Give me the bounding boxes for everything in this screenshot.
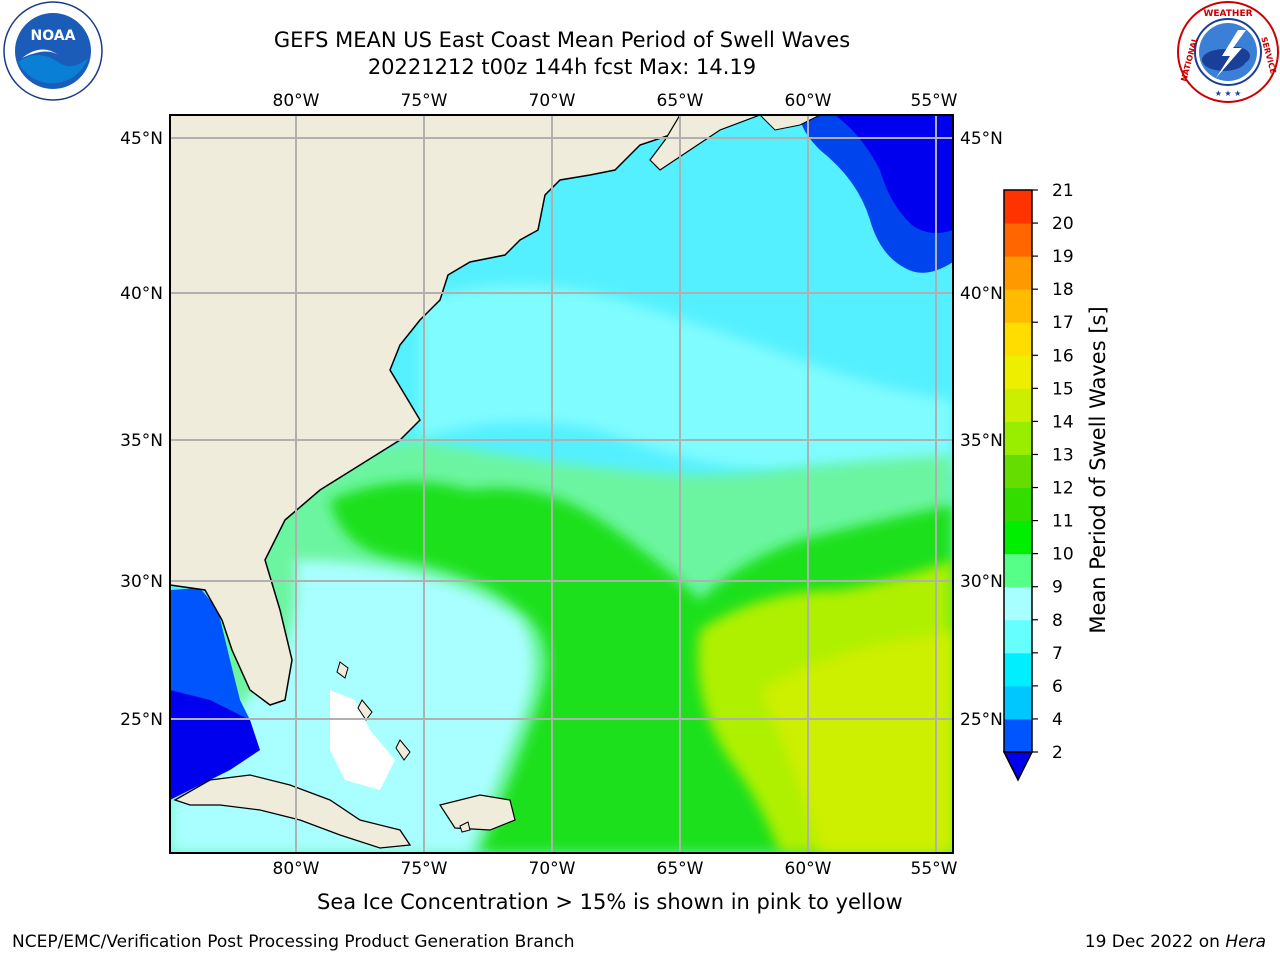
colorbar-title: Mean Period of Swell Waves [s]: [1086, 306, 1110, 634]
colorbar-segment: [1004, 487, 1032, 522]
colorbar: 2 4 6 7 8 9 10 11 12 13 14 15 16 17 18 19 20 21: [1002, 181, 1074, 782]
colorbar-segment: [1004, 256, 1032, 290]
lat-left-45n: 45°N: [120, 129, 163, 149]
map-frame: [169, 114, 954, 854]
colorbar-tick-label: 8: [1052, 611, 1063, 631]
colorbar-tick-label: 15: [1052, 379, 1074, 399]
nws-logo-icon: WEATHER NATIONAL SERVICE ★ ★ ★: [1177, 1, 1279, 103]
colorbar-tick-label: 19: [1052, 247, 1074, 267]
colorbar-tick-label: 18: [1052, 280, 1074, 300]
footer-date-text: 19 Dec 2022 on: [1084, 932, 1226, 952]
colorbar-segment: [1004, 289, 1032, 323]
colorbar-tick-label: 4: [1052, 710, 1063, 730]
map-title: GEFS MEAN US East Coast Mean Period of S…: [273, 28, 851, 52]
colorbar-tick-label: 11: [1052, 512, 1074, 532]
lat-right-40n: 40°N: [960, 284, 1003, 304]
colorbar-segment: [1004, 718, 1032, 753]
map-subtitle: 20221212 t00z 144h fcst Max: 14.19: [367, 55, 757, 79]
lon-bottom-70w: 70°W: [529, 859, 576, 879]
colorbar-segment: [1004, 652, 1032, 687]
colorbar-segment: [1004, 190, 1032, 224]
us-landmass: [170, 115, 681, 706]
colorbar-segment: [1004, 586, 1032, 621]
lon-bottom-60w: 60°W: [785, 859, 832, 879]
colorbar-segment: [1004, 388, 1032, 422]
colorbar-under-arrow: [1002, 751, 1034, 782]
colorbar-tick-label: 6: [1052, 677, 1063, 697]
lon-top-65w: 65°W: [657, 91, 704, 111]
colorbar-tick-label: 2: [1052, 743, 1063, 763]
lon-top-60w: 60°W: [785, 91, 832, 111]
lat-right-45n: 45°N: [960, 129, 1003, 149]
colorbar-tick-label: 20: [1052, 214, 1074, 234]
colorbar-segment: [1004, 685, 1032, 720]
lat-left-30n: 30°N: [120, 572, 163, 592]
colorbar-segment: [1004, 553, 1032, 588]
colorbar-tick-label: 14: [1052, 412, 1074, 432]
lat-left-40n: 40°N: [120, 284, 163, 304]
lat-right-30n: 30°N: [960, 572, 1003, 592]
sea-ice-note: Sea Ice Concentration > 15% is shown in …: [317, 890, 903, 914]
colorbar-segment: [1004, 355, 1032, 389]
svg-text:WEATHER: WEATHER: [1203, 9, 1252, 19]
lat-right-35n: 35°N: [960, 431, 1003, 451]
lon-bottom-75w: 75°W: [401, 859, 448, 879]
svg-text:NOAA: NOAA: [31, 28, 76, 44]
colorbar-segment: [1004, 322, 1032, 356]
lat-left-35n: 35°N: [120, 431, 163, 451]
graticule: [170, 115, 953, 853]
lon-bottom-80w: 80°W: [273, 859, 320, 879]
lon-bottom-65w: 65°W: [657, 859, 704, 879]
colorbar-segment: [1004, 421, 1032, 455]
colorbar-tick-label: 9: [1052, 578, 1063, 598]
colorbar-tick-label: 16: [1052, 346, 1074, 366]
lat-left-25n: 25°N: [120, 710, 163, 730]
colorbar-segment: [1004, 223, 1032, 257]
lon-top-80w: 80°W: [273, 91, 320, 111]
footer-host: Hera: [1225, 932, 1266, 952]
lat-right-25n: 25°N: [960, 710, 1003, 730]
colorbar-tick-label: 21: [1052, 181, 1074, 201]
lon-top-55w: 55°W: [911, 91, 958, 111]
colorbar-segment: [1004, 619, 1032, 654]
colorbar-segment: [1004, 454, 1032, 489]
colorbar-outline: [1003, 189, 1033, 753]
colorbar-tick-label: 10: [1052, 545, 1074, 565]
colorbar-tick-label: 7: [1052, 644, 1063, 664]
svg-text:★ ★ ★: ★ ★ ★: [1215, 89, 1242, 98]
noaa-logo-icon: NOAA: [3, 1, 103, 101]
map-field: [170, 115, 953, 853]
colorbar-segment: [1004, 520, 1032, 555]
colorbar-tick-label: 13: [1052, 445, 1074, 465]
colorbar-tick-label: 12: [1052, 479, 1074, 499]
colorbar-tick-label: 17: [1052, 313, 1074, 333]
footer-date: 19 Dec 2022 on Hera: [1085, 932, 1266, 952]
lon-top-70w: 70°W: [529, 91, 576, 111]
lon-top-75w: 75°W: [401, 91, 448, 111]
footer-credit: NCEP/EMC/Verification Post Processing Pr…: [12, 932, 575, 952]
lon-bottom-55w: 55°W: [911, 859, 958, 879]
